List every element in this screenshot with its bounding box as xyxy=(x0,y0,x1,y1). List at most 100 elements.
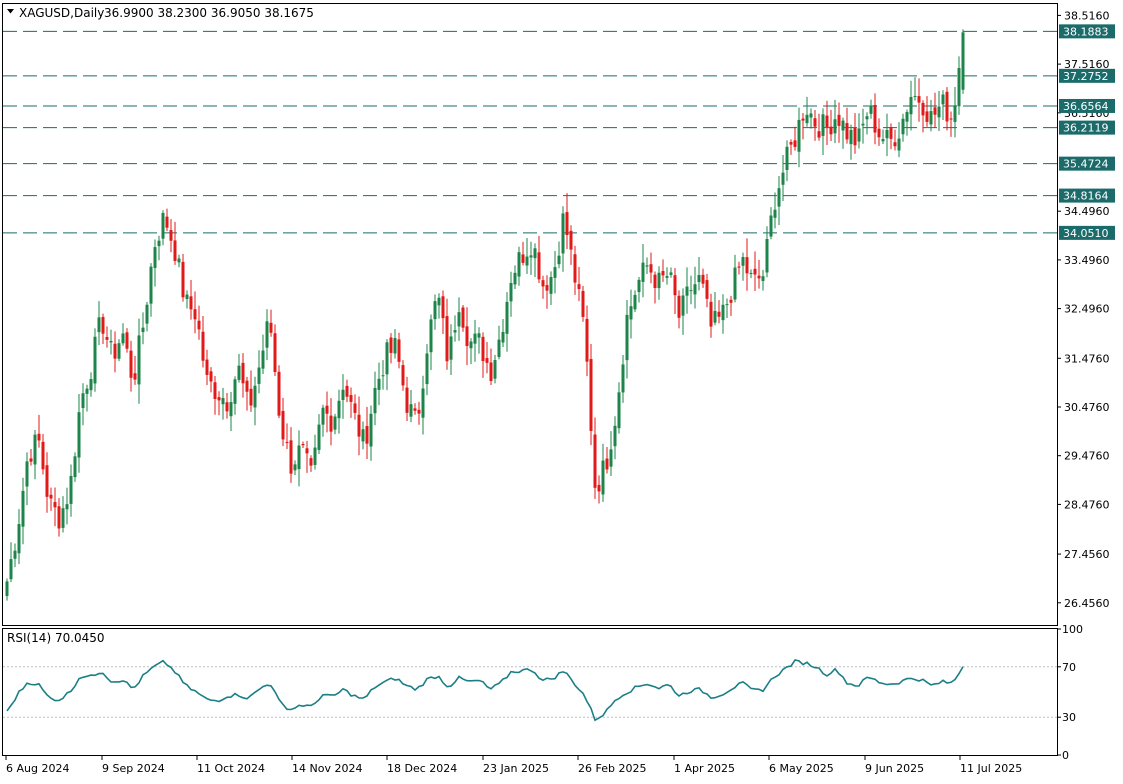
candle-body xyxy=(845,123,849,140)
candle-body xyxy=(741,257,745,266)
candle-body xyxy=(905,112,909,122)
candle-body xyxy=(601,460,605,495)
candle-body xyxy=(345,385,349,397)
price-tick-label: 29.4760 xyxy=(1064,450,1110,463)
dropdown-triangle-icon[interactable] xyxy=(7,9,14,14)
candle-body xyxy=(209,371,213,382)
candle-body xyxy=(725,304,729,306)
time-tick-label: 14 Nov 2024 xyxy=(292,762,362,775)
candle-body xyxy=(365,426,369,444)
candle-body xyxy=(437,297,441,306)
candle-body xyxy=(385,342,389,375)
candle-body xyxy=(109,340,113,343)
candle-body xyxy=(525,256,529,266)
candle-body xyxy=(649,264,653,273)
candle-body xyxy=(189,296,193,310)
time-tick-label: 18 Dec 2024 xyxy=(387,762,457,775)
candle-body xyxy=(793,140,797,147)
candle-body xyxy=(789,142,793,145)
candle-body xyxy=(805,114,809,124)
candle-body xyxy=(513,272,517,285)
price-tick-label: 33.4960 xyxy=(1064,254,1110,267)
candle-body xyxy=(761,276,765,281)
candle-body xyxy=(441,296,445,319)
candle-body xyxy=(401,365,405,386)
candle-body xyxy=(841,120,845,131)
candle-body xyxy=(393,338,397,354)
candle-body xyxy=(617,392,621,429)
candle-body xyxy=(245,380,249,392)
candle-body xyxy=(85,388,89,394)
candle-body xyxy=(893,142,897,147)
symbol-label: XAGUSD,Daily xyxy=(19,6,104,20)
candle-body xyxy=(457,312,461,327)
candle-body xyxy=(533,248,537,259)
candle-body xyxy=(265,321,269,348)
candle-body xyxy=(197,320,201,330)
candle-body xyxy=(517,252,521,277)
candle-body xyxy=(181,261,185,298)
candle-body xyxy=(689,290,693,292)
candle-body xyxy=(169,230,173,241)
candle-body xyxy=(129,350,133,378)
candle-body xyxy=(293,464,297,471)
candle-body xyxy=(289,440,293,474)
candle-body xyxy=(157,240,161,247)
candle-body xyxy=(185,294,189,299)
candle-body xyxy=(505,301,509,334)
candle-body xyxy=(249,388,253,406)
candle-body xyxy=(5,581,9,597)
candle-body xyxy=(329,415,333,432)
candle-body xyxy=(737,266,741,268)
candle-body xyxy=(165,216,169,228)
candle-body xyxy=(273,333,277,372)
candle-body xyxy=(285,441,289,443)
candle-body xyxy=(213,382,217,400)
level-tag xyxy=(1059,120,1115,135)
price-tick-label: 27.4560 xyxy=(1064,548,1110,561)
candle-body xyxy=(277,371,281,416)
candle-body xyxy=(69,475,73,504)
price-tick-label: 26.4560 xyxy=(1064,597,1110,610)
candle-body xyxy=(353,403,357,413)
candle-body xyxy=(253,385,257,408)
level-tag-label: 36.6564 xyxy=(1063,100,1109,113)
chart-header[interactable]: XAGUSD,Daily 36.9900 38.2300 36.9050 38.… xyxy=(7,6,314,20)
candle-body xyxy=(93,336,97,384)
candle-body xyxy=(581,290,585,317)
price-tick-label: 37.5160 xyxy=(1064,58,1110,71)
rsi-axis: 100 70 30 0 xyxy=(1057,623,1083,762)
candle-body xyxy=(281,410,285,440)
candle-body xyxy=(509,283,513,302)
candle-body xyxy=(377,378,381,390)
level-tag-label: 37.2752 xyxy=(1063,70,1109,83)
candle-body xyxy=(933,107,937,115)
candle-body xyxy=(53,502,57,508)
candle-body xyxy=(97,317,101,333)
candle-body xyxy=(57,506,61,529)
candle-body xyxy=(633,294,637,310)
candle-body xyxy=(125,332,129,349)
candle-body xyxy=(521,254,525,263)
candle-body xyxy=(113,343,117,359)
candle-body xyxy=(301,444,305,446)
candle-body xyxy=(309,458,313,466)
candle-body xyxy=(233,379,237,404)
time-tick-label: 6 Aug 2024 xyxy=(6,762,69,775)
candle-body xyxy=(849,129,853,145)
candle-body xyxy=(193,309,197,320)
rsi-pane-border xyxy=(2,628,1058,756)
candle-body xyxy=(49,494,53,499)
level-tag-label: 34.0510 xyxy=(1063,227,1109,240)
candle-body xyxy=(473,333,477,344)
candle-body xyxy=(537,252,541,280)
candle-body xyxy=(161,212,165,239)
candle-body xyxy=(489,362,493,381)
price-tick-label: 34.4960 xyxy=(1064,205,1110,218)
price-tick-label: 38.5160 xyxy=(1064,9,1110,22)
rsi-tick-label: 70 xyxy=(1062,661,1076,674)
candle-body xyxy=(445,316,449,362)
candle-body xyxy=(417,409,421,414)
candle-body xyxy=(921,102,925,116)
